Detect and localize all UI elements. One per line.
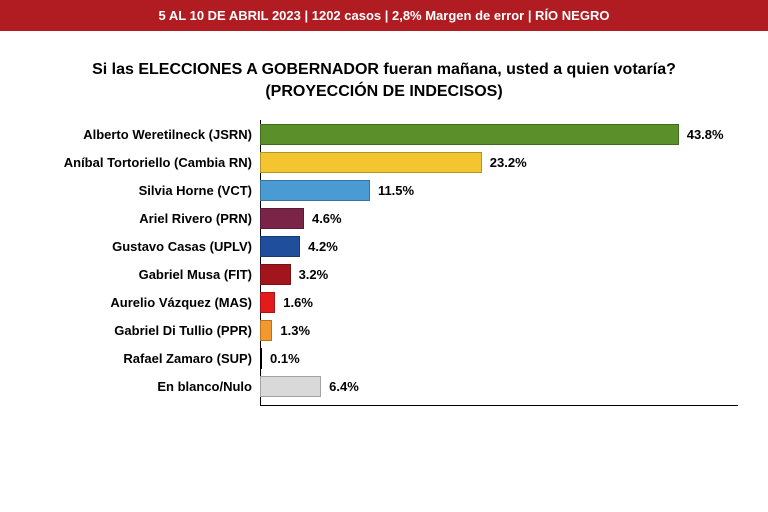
candidate-label: Rafael Zamaro (SUP) [30,351,260,366]
bar [260,292,275,313]
chart-title-line2: (PROYECCIÓN DE INDECISOS) [40,81,728,103]
candidate-label: Gustavo Casas (UPLV) [30,239,260,254]
candidate-label: En blanco/Nulo [30,379,260,394]
bar-row: Silvia Horne (VCT) 11.5% [30,176,738,204]
bar-area: 1.3% [260,316,738,344]
bar-row: Gustavo Casas (UPLV) 4.2% [30,232,738,260]
bar-area: 0.1% [260,344,738,372]
bar-area: 1.6% [260,288,738,316]
bar-row: Ariel Rivero (PRN) 4.6% [30,204,738,232]
bar-area: 11.5% [260,176,738,204]
candidate-label: Silvia Horne (VCT) [30,183,260,198]
bar-value-label: 11.5% [378,183,414,198]
candidate-label: Gabriel Di Tullio (PPR) [30,323,260,338]
bar [260,264,291,285]
bar [260,236,300,257]
bar-area: 6.4% [260,372,738,400]
bar-value-label: 6.4% [329,379,359,394]
bar-value-label: 1.6% [283,295,313,310]
bar-row: Aurelio Vázquez (MAS) 1.6% [30,288,738,316]
bar-value-label: 43.8% [687,127,724,142]
bar-row: Alberto Weretilneck (JSRN) 43.8% [30,120,738,148]
bar [260,180,370,201]
poll-bar-chart: Alberto Weretilneck (JSRN) 43.8% Aníbal To… [30,120,738,400]
chart-title: Si las ELECCIONES A GOBERNADOR fueran ma… [40,59,728,102]
bar-area: 43.8% [260,120,738,148]
candidate-label: Ariel Rivero (PRN) [30,211,260,226]
bar-area: 3.2% [260,260,738,288]
candidate-label: Aníbal Tortoriello (Cambia RN) [30,155,260,170]
bar-row: Gabriel Musa (FIT) 3.2% [30,260,738,288]
bar-area: 23.2% [260,148,738,176]
bar [260,152,482,173]
x-axis-line [260,405,738,406]
bar-area: 4.2% [260,232,738,260]
bar-area: 4.6% [260,204,738,232]
bar-value-label: 4.2% [308,239,338,254]
bar [260,124,679,145]
bar [260,348,262,369]
bar-value-label: 0.1% [270,351,300,366]
bar-value-label: 4.6% [312,211,342,226]
candidate-label: Alberto Weretilneck (JSRN) [30,127,260,142]
bar [260,376,321,397]
bar-row: Aníbal Tortoriello (Cambia RN) 23.2% [30,148,738,176]
bar-row: En blanco/Nulo 6.4% [30,372,738,400]
bar [260,320,272,341]
candidate-label: Gabriel Musa (FIT) [30,267,260,282]
bar-value-label: 3.2% [299,267,329,282]
candidate-label: Aurelio Vázquez (MAS) [30,295,260,310]
bar-value-label: 23.2% [490,155,527,170]
chart-title-line1: Si las ELECCIONES A GOBERNADOR fueran ma… [40,59,728,81]
bar-row: Gabriel Di Tullio (PPR) 1.3% [30,316,738,344]
bar [260,208,304,229]
bar-value-label: 1.3% [280,323,310,338]
survey-header-bar: 5 AL 10 DE ABRIL 2023 | 1202 casos | 2,8… [0,0,768,31]
bar-row: Rafael Zamaro (SUP) 0.1% [30,344,738,372]
